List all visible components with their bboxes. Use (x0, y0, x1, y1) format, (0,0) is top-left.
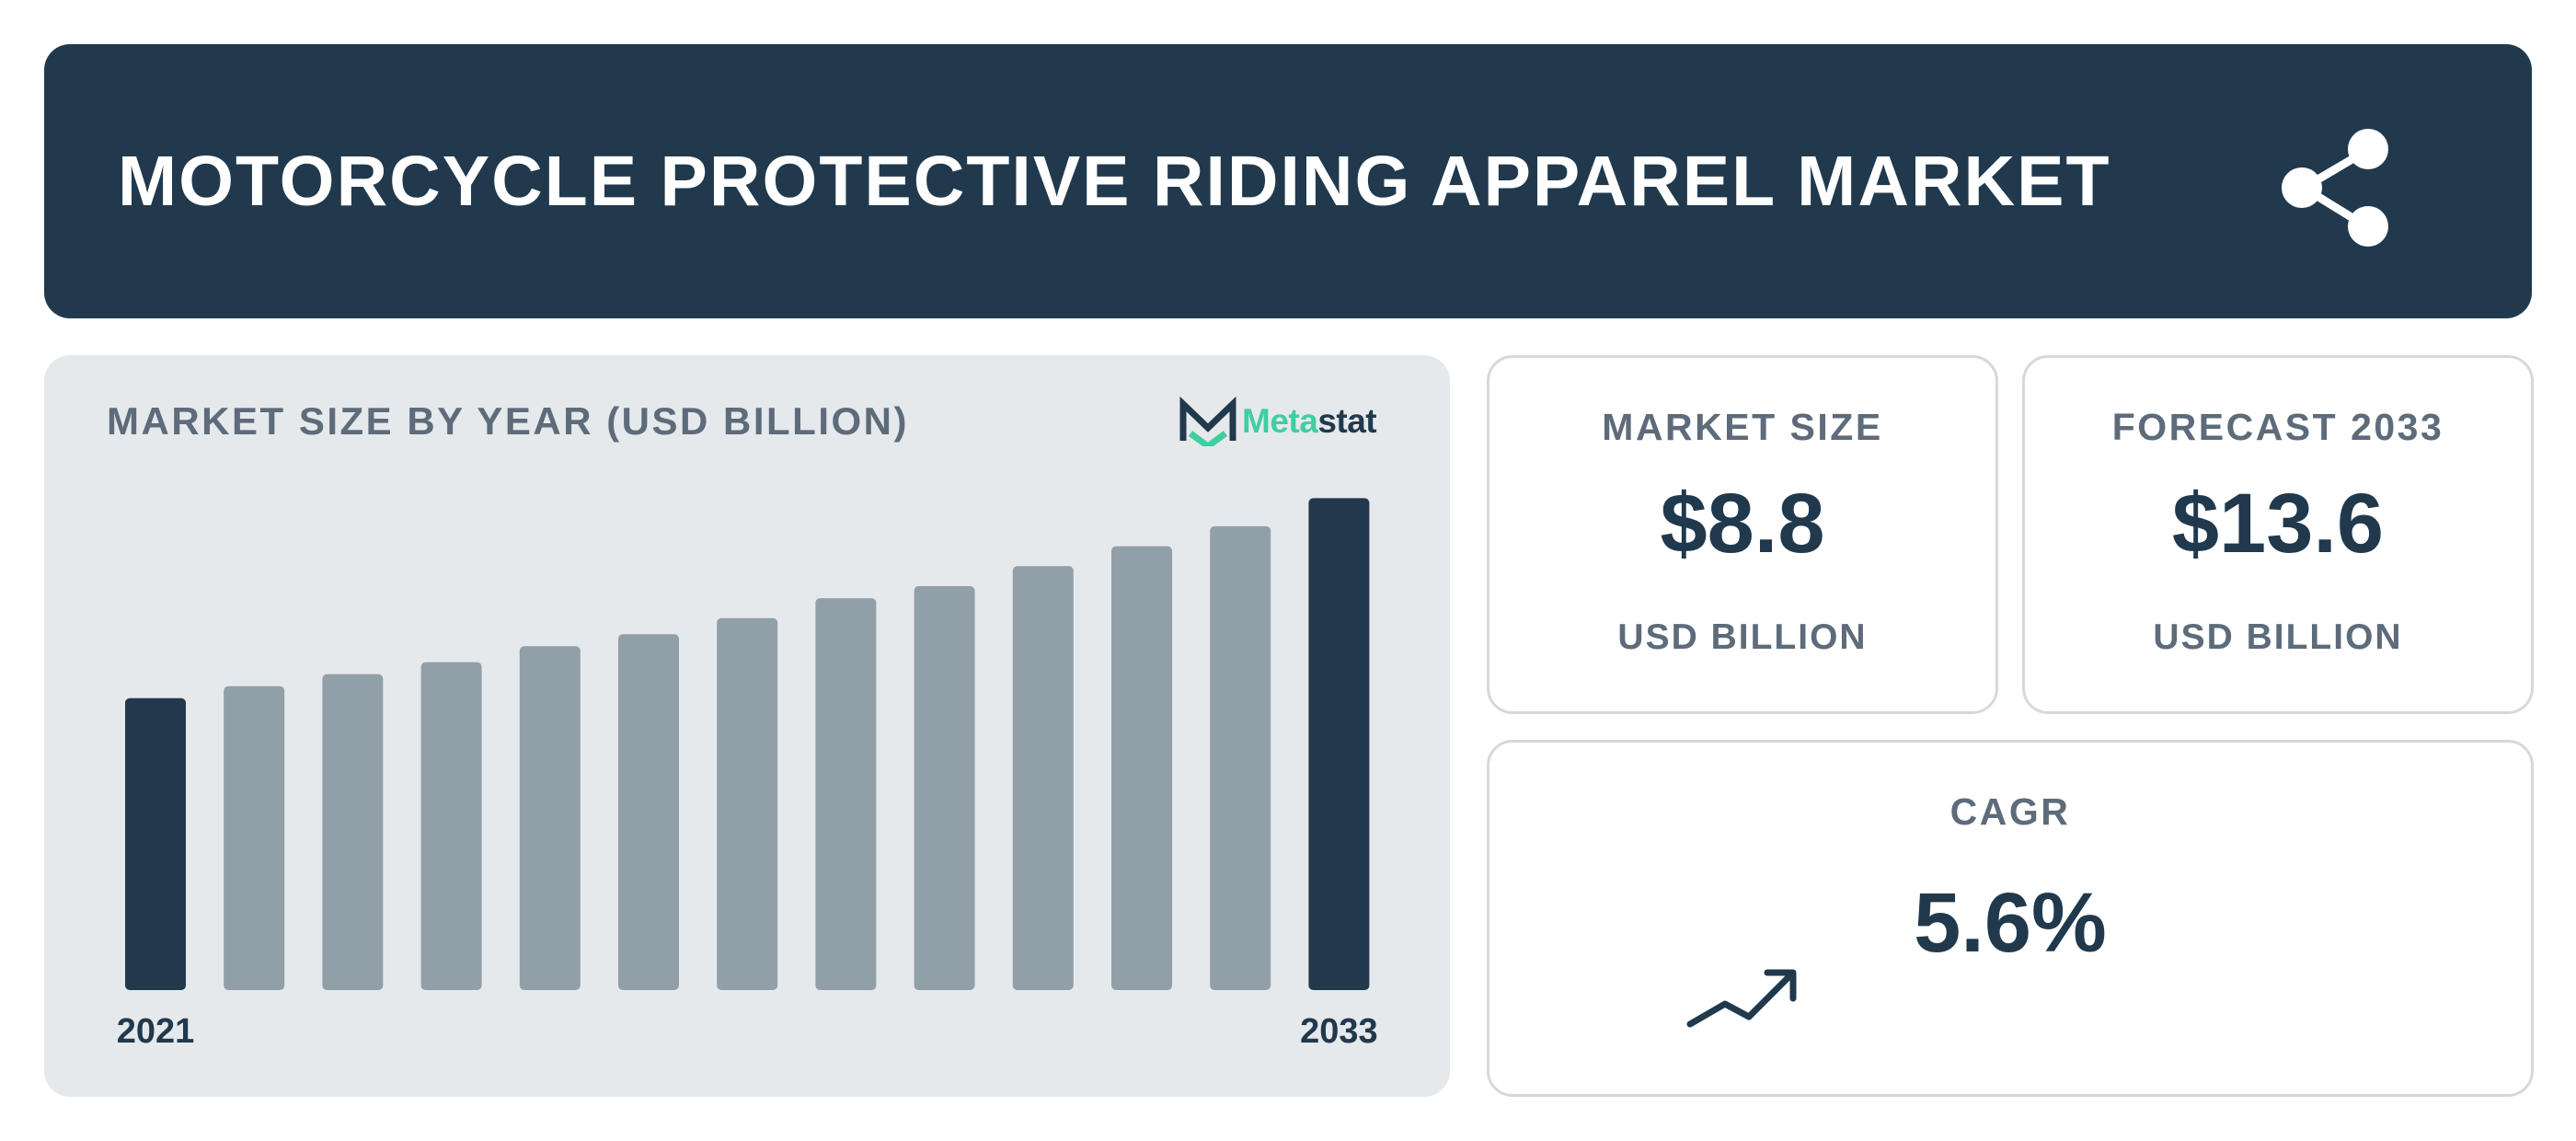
forecast-card: FORECAST 2033 $13.6 USD BILLION (2022, 355, 2534, 714)
cagr-label: CAGR (1949, 790, 2071, 833)
brand-name-part2: stat (1317, 402, 1377, 440)
market-size-unit: USD BILLION (1617, 617, 1868, 657)
bar-2021 (125, 697, 186, 990)
bar-2030 (1012, 566, 1074, 990)
market-size-label: MARKET SIZE (1602, 406, 1883, 448)
x-tick-label-2033: 2033 (1300, 1012, 1378, 1051)
cagr-card: CAGR 5.6% (1487, 740, 2534, 1097)
forecast-label: FORECAST 2033 (2111, 406, 2444, 448)
bar-2022 (224, 686, 285, 990)
chart-title: MARKET SIZE BY YEAR (USD BILLION) (107, 399, 909, 443)
header-banner: MOTORCYCLE PROTECTIVE RIDING APPAREL MAR… (44, 44, 2532, 318)
trend-up-icon (1686, 969, 1797, 1028)
bar-2029 (914, 586, 975, 990)
page-title: MOTORCYCLE PROTECTIVE RIDING APPAREL MAR… (118, 142, 2111, 221)
brand-name-part1: Meta (1242, 402, 1318, 440)
bar-2024 (420, 662, 482, 990)
x-tick-label-2021: 2021 (117, 1012, 195, 1051)
bar-chart: 2021 2033 (117, 498, 1378, 1051)
brand-logo: Metastat (1178, 394, 1377, 449)
bar-2027 (717, 617, 778, 990)
bar-2028 (815, 598, 877, 990)
cagr-value: 5.6% (1914, 876, 2107, 970)
share-icon[interactable] (2271, 120, 2409, 258)
bar-2026 (618, 634, 679, 990)
bar-2025 (519, 646, 581, 990)
market-size-chart-panel: MARKET SIZE BY YEAR (USD BILLION) Metast… (44, 355, 1450, 1097)
forecast-value: $13.6 (2171, 477, 2385, 570)
bar-2033 (1308, 498, 1370, 990)
bar-2023 (322, 674, 384, 990)
bar-2031 (1111, 546, 1172, 990)
brand-name: Metastat (1242, 402, 1377, 441)
market-size-value: $8.8 (1660, 477, 1825, 570)
market-size-card: MARKET SIZE $8.8 USD BILLION (1487, 355, 1998, 714)
metastat-logo-icon (1179, 397, 1236, 446)
bar-2032 (1210, 525, 1271, 990)
forecast-unit: USD BILLION (2153, 617, 2403, 657)
